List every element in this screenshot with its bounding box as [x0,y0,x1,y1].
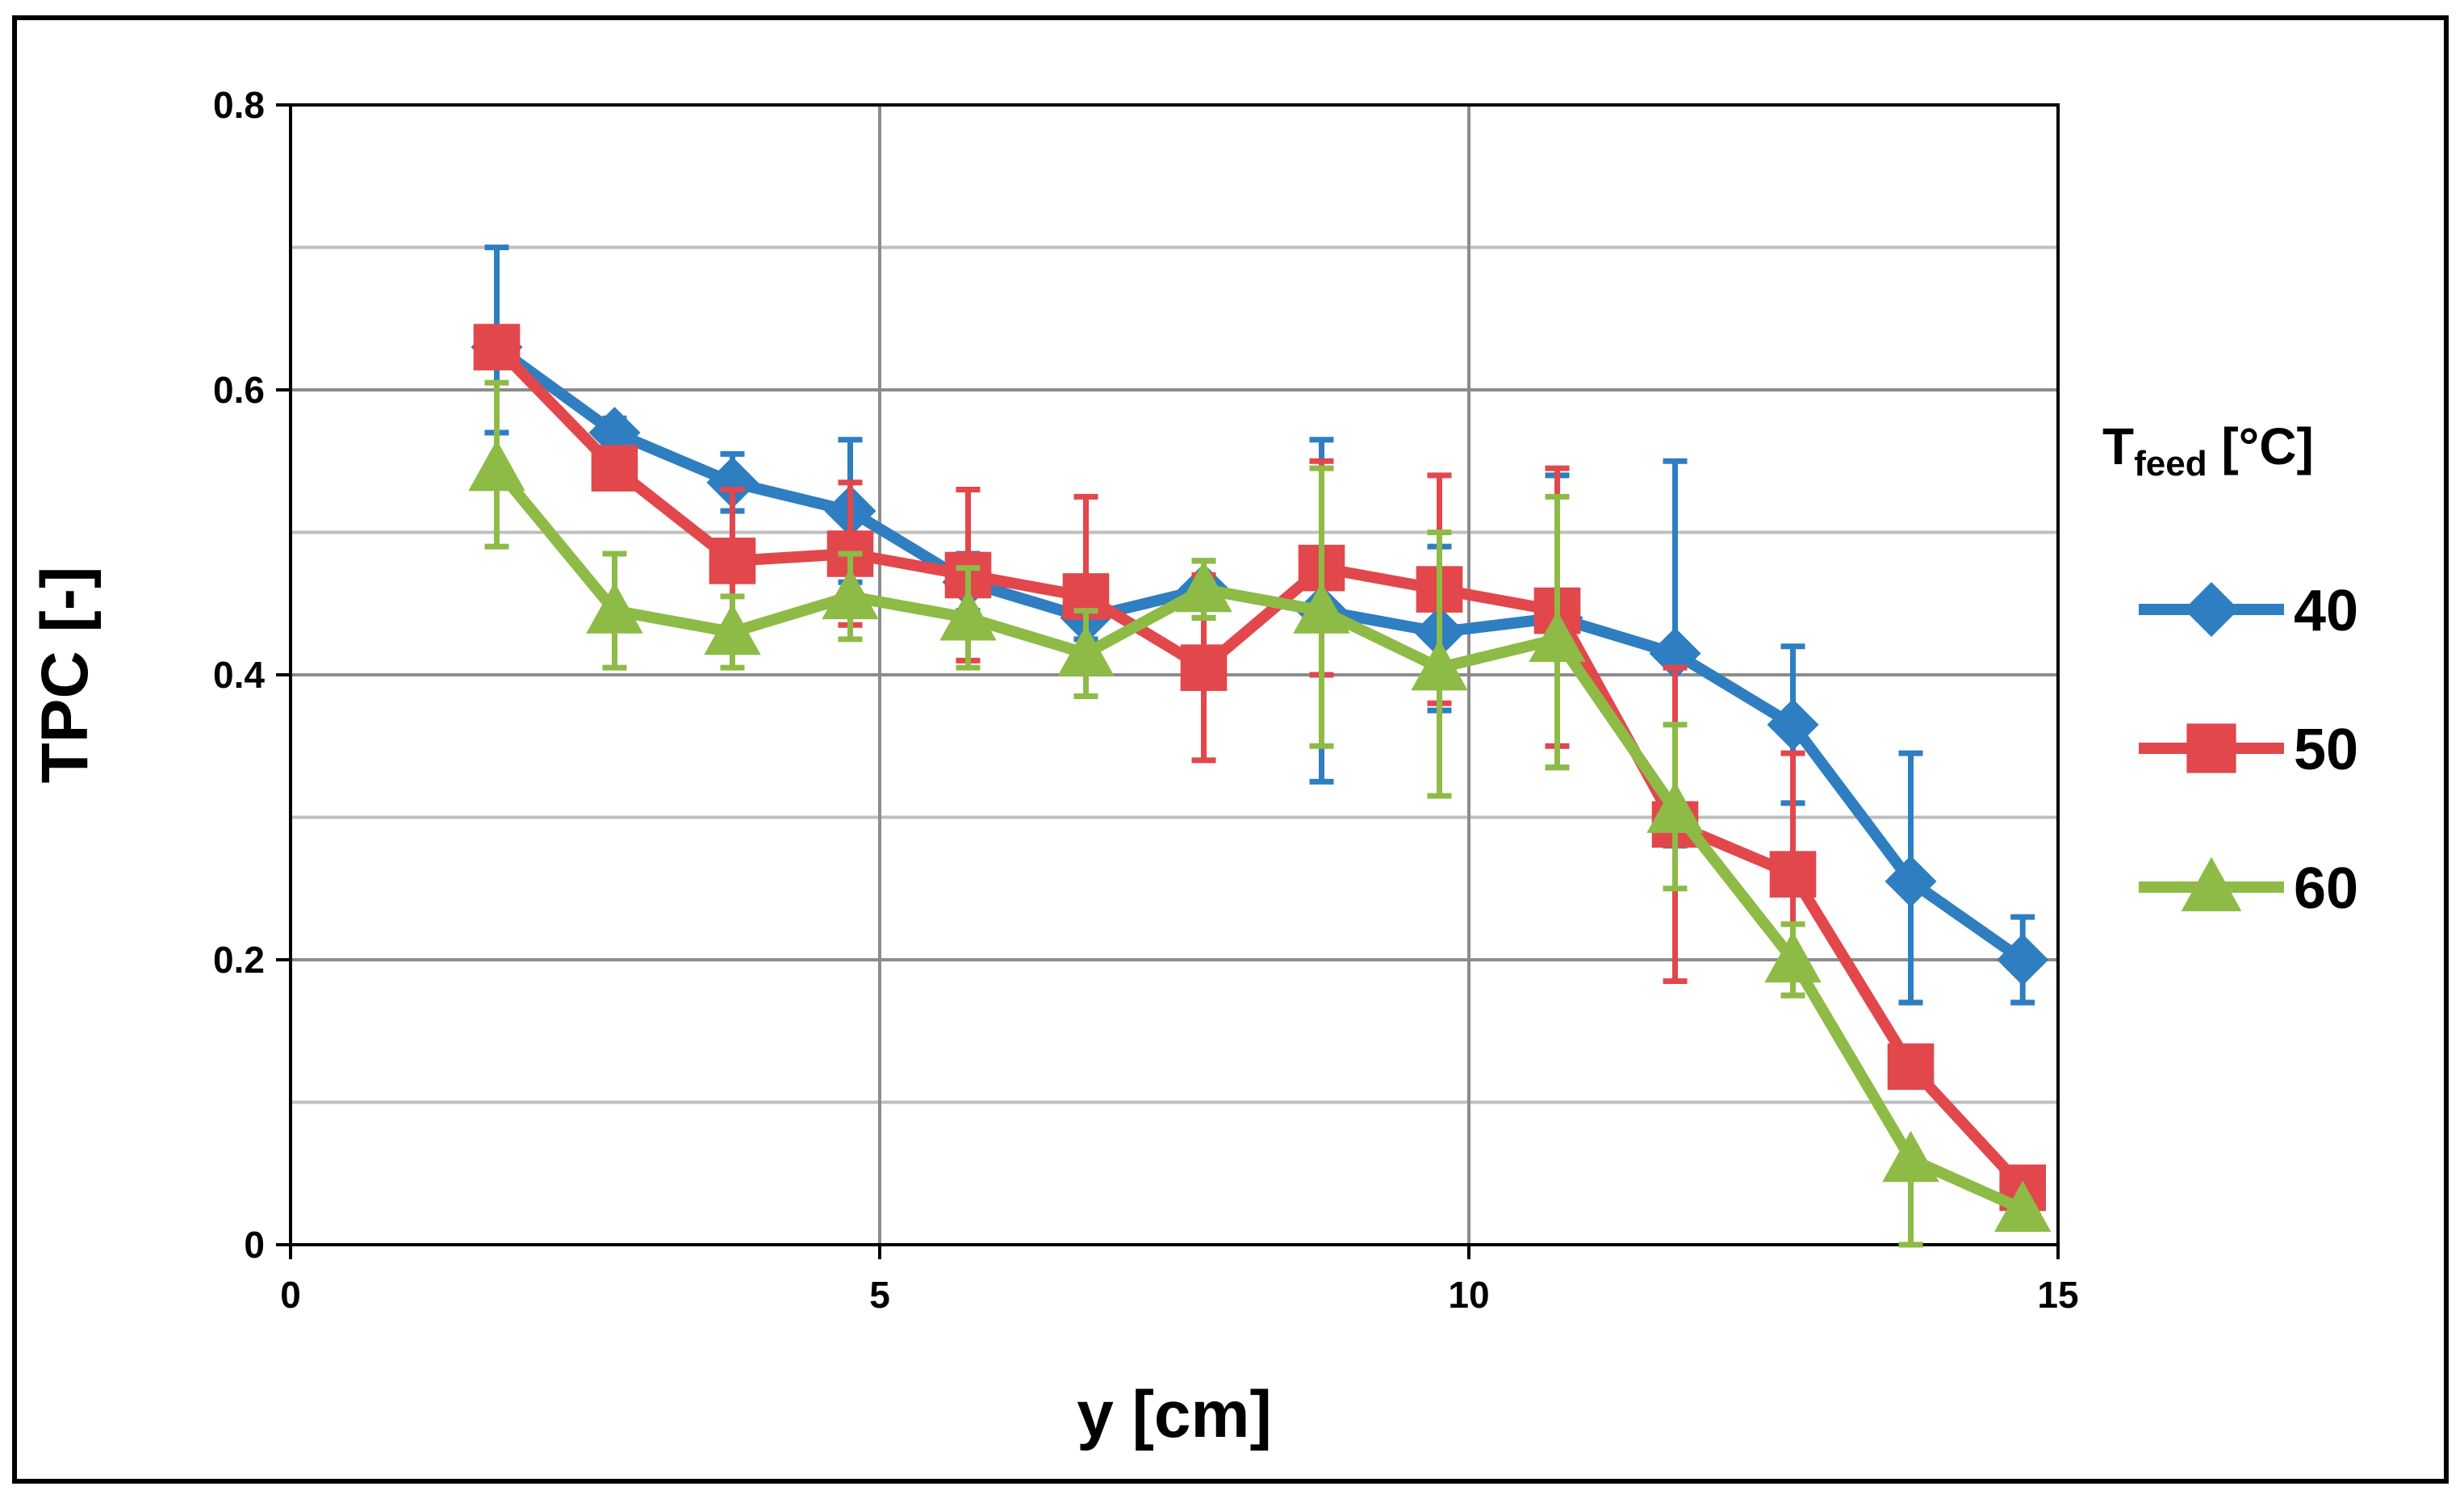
grid-layer [291,105,2058,1245]
data-point-60 [586,582,643,634]
data-point-40 [1885,855,1937,907]
legend-entry-60: 60 [2139,856,2358,921]
legend-entry-50: 50 [2139,718,2358,782]
data-point-60 [939,589,997,641]
data-point-40 [706,456,759,509]
legend-marker-60 [2181,856,2242,911]
data-point-60 [704,603,761,655]
y-axis-title: TPC [-] [28,567,102,784]
data-point-60 [1293,582,1350,634]
series-layer [468,245,2052,1248]
chart-border [12,15,2449,1484]
data-point-50 [709,538,756,584]
x-tick-label: 5 [869,1274,890,1316]
x-tick-label: 10 [1448,1274,1489,1316]
data-point-60 [1882,1130,1939,1183]
data-point-60 [468,439,525,492]
y-tick-label: 0.6 [213,369,265,411]
data-point-60 [1529,610,1586,663]
data-point-50 [1180,644,1228,691]
legend: Tfeed [°C] 40 50 60 [2102,417,2358,921]
legend-entries: 40 50 60 [2139,579,2358,921]
data-point-40 [1649,627,1701,680]
legend-title: Tfeed [°C] [2102,417,2314,484]
y-tick-label: 0.2 [213,939,265,981]
x-tick-label: 15 [2037,1274,2078,1316]
y-tick-label: 0.8 [213,84,265,126]
data-point-50 [591,445,638,492]
legend-title-main: T [2102,417,2134,475]
data-point-60 [1057,625,1115,676]
data-point-60 [1646,781,1704,833]
y-tick-label: 0 [244,1224,265,1266]
data-point-60 [1764,931,1822,983]
data-point-50 [1887,1043,1935,1091]
legend-entry-40: 40 [2139,579,2358,643]
data-point-50 [473,324,521,371]
legend-title-unit: [°C] [2207,417,2314,475]
data-point-50 [1769,851,1817,898]
x-axis-title: y [cm] [1077,1378,1272,1451]
axes-layer: 0 0.2 0.4 0.6 0.8 0 5 10 15 [213,84,2079,1316]
data-point-60 [1175,560,1232,613]
legend-marker-50 [2186,723,2236,773]
series-60 [468,379,2052,1248]
data-point-40 [1767,698,1819,751]
data-point-60 [1994,1180,2052,1233]
y-tick-label: 0.4 [213,654,265,696]
legend-label-50: 50 [2294,718,2358,782]
legend-label-60: 60 [2294,856,2358,921]
x-tick-label: 0 [280,1274,301,1316]
legend-label-40: 40 [2294,579,2358,643]
legend-title-sub: feed [2134,444,2207,484]
series-line-60 [492,464,2026,1215]
legend-marker-40 [2184,582,2239,637]
data-point-60 [1411,639,1468,691]
data-point-40 [1997,934,2049,986]
data-point-60 [822,567,879,620]
